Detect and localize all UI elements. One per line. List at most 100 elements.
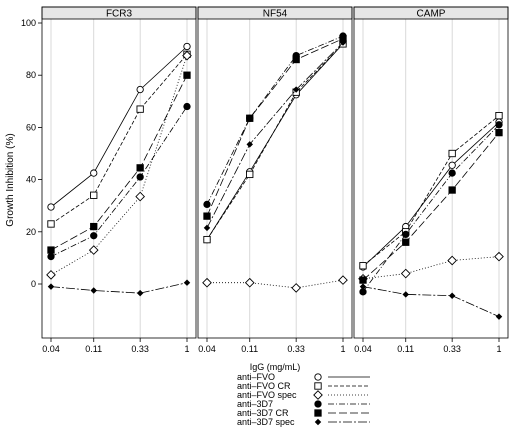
series-line-nf54-2 xyxy=(207,279,344,289)
series-line-fcr3-1 xyxy=(50,54,188,225)
x-tick-label-fcr3-1: 0.11 xyxy=(85,344,102,354)
x-tick-label-nf54-2: 0.33 xyxy=(287,344,305,354)
series-line-camp-1 xyxy=(362,115,500,267)
point-fcr3-1-1 xyxy=(90,191,98,199)
point-camp-0-2 xyxy=(448,161,456,169)
point-fcr3-4-3 xyxy=(183,71,191,79)
point-camp-2-1 xyxy=(400,268,411,279)
point-fcr3-0-3 xyxy=(183,42,191,51)
x-tick-label-fcr3-0: 0.04 xyxy=(42,344,60,354)
point-nf54-1-1 xyxy=(246,170,254,179)
y-tick-label-4: 80 xyxy=(26,70,36,80)
point-nf54-5-1 xyxy=(246,141,253,148)
point-camp-2-2 xyxy=(447,255,457,266)
point-fcr3-4-2 xyxy=(136,164,144,172)
point-fcr3-5-0 xyxy=(47,283,55,290)
point-fcr3-3-0 xyxy=(47,252,55,261)
point-fcr3-3-1 xyxy=(90,232,98,240)
series-line-camp-3 xyxy=(362,124,500,293)
point-camp-4-1 xyxy=(402,238,410,246)
point-fcr3-3-3 xyxy=(183,102,191,111)
series-line-nf54-5 xyxy=(206,42,344,229)
point-camp-1-3 xyxy=(495,112,503,120)
point-nf54-2-1 xyxy=(244,277,255,288)
series-line-camp-0 xyxy=(362,121,500,268)
point-camp-4-2 xyxy=(448,186,456,194)
legend-label-4: anti–3D7 CR xyxy=(237,408,289,418)
point-nf54-2-3 xyxy=(338,275,348,285)
point-nf54-4-2 xyxy=(292,55,300,64)
x-axis-label: IgG (mg/mL) xyxy=(250,362,301,372)
x-tick-label-nf54-1: 0.11 xyxy=(241,344,258,354)
legend-label-5: anti–3D7 spec xyxy=(237,417,295,427)
point-fcr3-1-2 xyxy=(136,105,144,113)
point-fcr3-5-1 xyxy=(90,287,97,294)
point-nf54-4-1 xyxy=(246,114,254,122)
legend-marker-5 xyxy=(314,418,322,426)
point-camp-5-1 xyxy=(402,291,409,298)
series-line-camp-2 xyxy=(362,256,500,280)
series-line-camp-5 xyxy=(362,286,500,317)
point-fcr3-4-0 xyxy=(47,246,55,254)
y-tick-label-3: 60 xyxy=(26,122,36,132)
series-line-nf54-0 xyxy=(206,43,344,240)
point-camp-3-2 xyxy=(448,169,456,177)
point-fcr3-0-0 xyxy=(47,203,55,211)
series-line-nf54-1 xyxy=(206,43,344,240)
point-fcr3-4-1 xyxy=(90,222,98,231)
point-camp-4-3 xyxy=(495,128,503,137)
x-tick-label-fcr3-2: 0.33 xyxy=(131,344,149,354)
y-tick-label-2: 40 xyxy=(26,175,36,185)
x-tick-label-camp-3: 1 xyxy=(496,344,501,354)
panel-frame-fcr3 xyxy=(41,6,197,339)
point-nf54-4-0 xyxy=(203,212,211,220)
point-camp-5-0 xyxy=(359,283,367,290)
point-fcr3-2-2 xyxy=(135,191,145,202)
point-camp-1-2 xyxy=(448,149,456,158)
y-tick-label-5: 100 xyxy=(21,18,36,28)
point-camp-1-0 xyxy=(359,262,367,270)
point-fcr3-0-1 xyxy=(90,169,98,177)
panel-frame-camp xyxy=(353,6,509,339)
x-tick-label-nf54-3: 1 xyxy=(340,344,345,354)
series-line-fcr3-2 xyxy=(50,55,188,276)
legend-marker-0 xyxy=(314,373,322,381)
y-tick-label-0: 0 xyxy=(31,279,36,289)
x-tick-label-camp-0: 0.04 xyxy=(354,344,372,354)
panel-title-fcr3: FCR3 xyxy=(106,9,133,20)
point-camp-4-0 xyxy=(359,276,367,284)
point-nf54-1-0 xyxy=(203,235,211,244)
point-nf54-5-2 xyxy=(292,86,300,93)
panel-title-nf54: NF54 xyxy=(263,9,288,20)
point-fcr3-5-2 xyxy=(136,289,144,297)
point-fcr3-2-0 xyxy=(46,270,56,280)
point-fcr3-3-2 xyxy=(136,173,144,181)
series-line-fcr3-5 xyxy=(50,282,188,294)
series-line-fcr3-4 xyxy=(50,75,188,251)
point-nf54-5-3 xyxy=(339,39,347,46)
legend-marker-4 xyxy=(314,409,322,417)
point-nf54-3-0 xyxy=(203,200,211,209)
legend-marker-2 xyxy=(313,390,323,400)
legend-marker-3 xyxy=(314,400,322,408)
point-camp-5-3 xyxy=(495,313,503,320)
point-camp-5-2 xyxy=(448,292,456,299)
y-axis-label: Growth Inhibition (%) xyxy=(5,133,16,226)
series-line-nf54-4 xyxy=(206,38,344,217)
series-line-fcr3-0 xyxy=(50,46,188,208)
legend-label-1: anti–FVO CR xyxy=(237,381,291,391)
point-camp-3-3 xyxy=(495,121,503,129)
panel-frame-nf54 xyxy=(197,6,353,339)
x-tick-label-nf54-0: 0.04 xyxy=(198,344,216,354)
legend-label-3: anti–3D7 xyxy=(237,399,273,409)
point-nf54-2-2 xyxy=(291,283,301,293)
series-line-fcr3-3 xyxy=(50,106,188,257)
y-tick-label-1: 20 xyxy=(26,227,36,237)
point-fcr3-1-0 xyxy=(47,220,55,228)
point-fcr3-2-3 xyxy=(182,50,192,61)
series-line-nf54-3 xyxy=(206,35,344,205)
panel-title-camp: CAMP xyxy=(417,9,446,20)
point-camp-2-3 xyxy=(494,251,504,262)
x-tick-label-fcr3-3: 1 xyxy=(184,344,189,354)
x-tick-label-camp-1: 0.11 xyxy=(397,344,414,354)
